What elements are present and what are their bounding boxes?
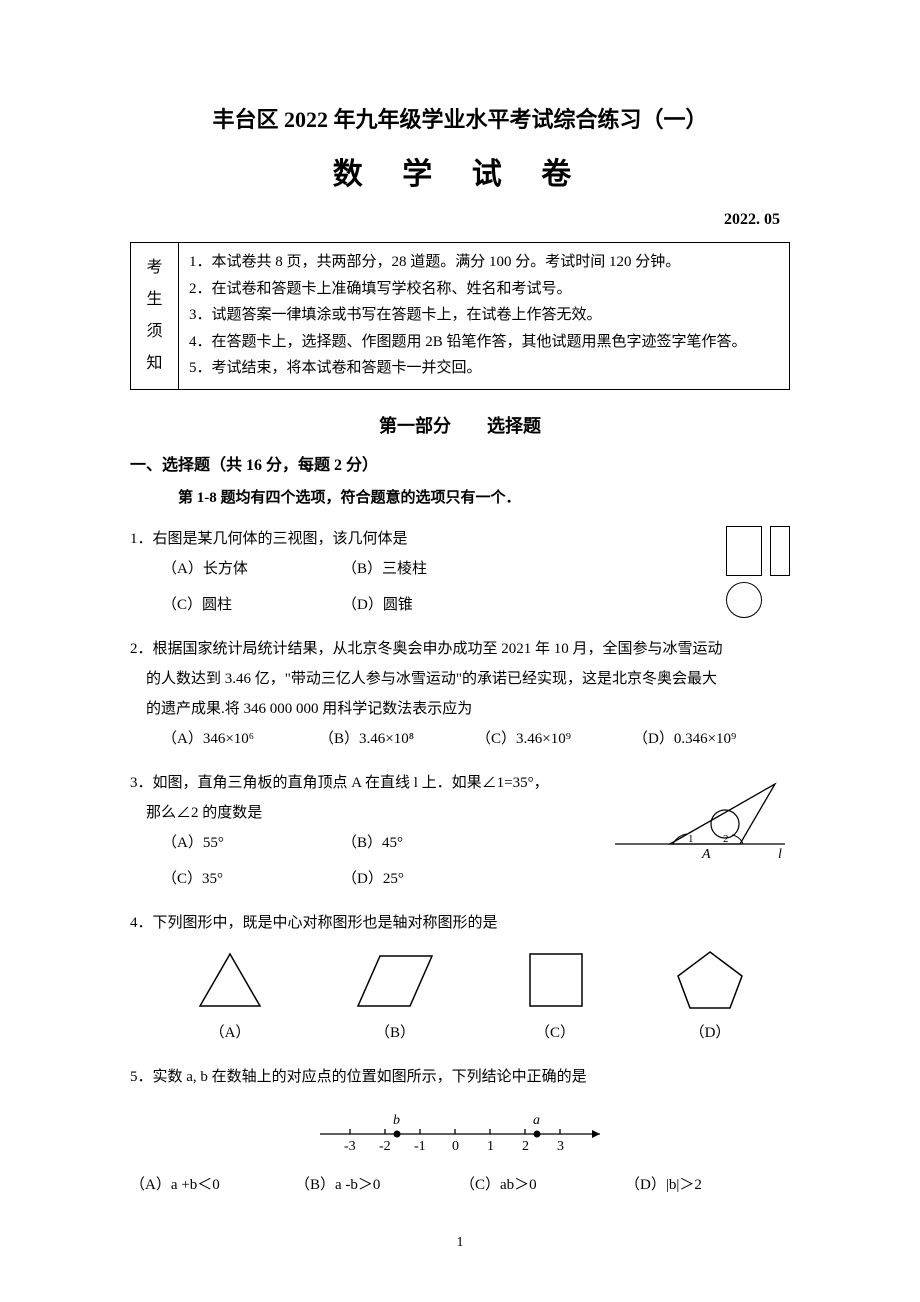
point-a-label: a: [533, 1113, 540, 1128]
question-2: 2．根据国家统计局统计结果，从北京冬奥会申办成功至 2021 年 10 月，全国…: [130, 634, 790, 754]
q1-stem: 1．右图是某几何体的三视图，该几何体是: [130, 524, 706, 554]
angle-1-label: 1: [688, 833, 694, 845]
svg-text:1: 1: [487, 1139, 494, 1154]
notice-char: 生: [146, 284, 162, 316]
q2-option-a: （A）346×10⁶: [162, 724, 319, 754]
rhombus-icon: [350, 948, 440, 1012]
notice-item: 2．在试卷和答题卡上准确填写学校名称、姓名和考试号。: [189, 277, 779, 303]
sub-title: 数 学 试 卷: [130, 148, 790, 202]
q3-option-b: （B）45°: [342, 828, 522, 858]
notice-label: 考 生 须 知: [131, 243, 179, 389]
front-view-icon: [726, 526, 762, 576]
notice-char: 须: [146, 316, 162, 348]
angle-2-label: 2: [723, 833, 729, 845]
main-title: 丰台区 2022 年九年级学业水平考试综合练习（一）: [130, 100, 790, 140]
part1-title: 第一部分 选择题: [130, 410, 790, 442]
q5-option-a: （A）a +b＜0: [130, 1170, 295, 1200]
point-a-label: A: [701, 847, 711, 862]
notice-items: 1．本试卷共 8 页，共两部分，28 道题。满分 100 分。考试时间 120 …: [179, 243, 789, 389]
line-l-label: l: [778, 847, 782, 862]
q2-option-d: （D）0.346×10⁹: [633, 724, 790, 754]
q3-stem2: 那么∠2 的度数是: [146, 798, 610, 828]
q2-stem: 2．根据国家统计局统计结果，从北京冬奥会申办成功至 2021 年 10 月，全国…: [130, 634, 790, 664]
q2-option-c: （C）3.46×10⁹: [476, 724, 633, 754]
svg-text:-3: -3: [344, 1139, 356, 1154]
q1-option-a: （A）长方体: [162, 554, 342, 584]
question-3: 3．如图，直角三角板的直角顶点 A 在直线 l 上．如果∠1=35°， 那么∠2…: [130, 768, 790, 894]
three-views-icon: [706, 524, 790, 618]
triangle-icon: [190, 948, 270, 1012]
q1-option-b: （B）三棱柱: [342, 554, 522, 584]
q3-option-a: （A）55°: [162, 828, 342, 858]
q5-option-c: （C）ab＞0: [460, 1170, 625, 1200]
q3-stem: 3．如图，直角三角板的直角顶点 A 在直线 l 上．如果∠1=35°，: [130, 768, 610, 798]
square-icon: [520, 948, 590, 1012]
q4-stem: 4．下列图形中，既是中心对称图形也是轴对称图形的是: [130, 908, 790, 938]
notice-char: 知: [146, 348, 162, 380]
notice-item: 3．试题答案一律填涂或书写在答题卡上，在试卷上作答无效。: [189, 303, 779, 329]
question-4: 4．下列图形中，既是中心对称图形也是轴对称图形的是 （A） （B） （C） （D…: [130, 908, 790, 1048]
notice-char: 考: [146, 252, 162, 284]
q1-option-c: （C）圆柱: [162, 590, 342, 620]
svg-text:2: 2: [522, 1139, 529, 1154]
q2-option-b: （B）3.46×10⁸: [319, 724, 476, 754]
question-1: 1．右图是某几何体的三视图，该几何体是 （A）长方体 （B）三棱柱 （C）圆柱 …: [130, 524, 790, 620]
notice-box: 考 生 须 知 1．本试卷共 8 页，共两部分，28 道题。满分 100 分。考…: [130, 242, 790, 390]
q5-option-b: （B）a -b＞0: [295, 1170, 460, 1200]
top-view-icon: [726, 582, 762, 618]
point-b-label: b: [393, 1113, 400, 1128]
notice-item: 4．在答题卡上，选择题、作图题用 2B 铅笔作答，其他试题用黑色字迹签字笔作答。: [189, 330, 779, 356]
q4-option-a: （A）: [210, 1018, 251, 1048]
q5-option-d: （D）|b|＞2: [625, 1170, 790, 1200]
q2-stem: 的人数达到 3.46 亿，"带动三亿人参与冰雪运动"的承诺已经实现，这是北京冬奥…: [146, 664, 790, 694]
q1-option-d: （D）圆锥: [342, 590, 522, 620]
section-note: 第 1-8 题均有四个选项，符合题意的选项只有一个．: [178, 485, 790, 512]
q4-option-d: （D）: [690, 1018, 731, 1048]
question-5: 5．实数 a, b 在数轴上的对应点的位置如图所示，下列结论中正确的是 -3 -…: [130, 1062, 790, 1200]
q4-option-c: （C）: [535, 1018, 575, 1048]
side-view-icon: [770, 526, 790, 576]
page-number: 1: [130, 1230, 790, 1255]
notice-item: 1．本试卷共 8 页，共两部分，28 道题。满分 100 分。考试时间 120 …: [189, 250, 779, 276]
q3-option-d: （D）25°: [342, 864, 522, 894]
number-line-icon: -3 -2 -1 0 1 2 3 b a: [130, 1104, 790, 1160]
section-heading: 一、选择题（共 16 分，每题 2 分）: [130, 452, 790, 481]
q3-option-c: （C）35°: [162, 864, 342, 894]
pentagon-icon: [670, 948, 750, 1012]
svg-text:-2: -2: [379, 1139, 391, 1154]
notice-item: 5．考试结束，将本试卷和答题卡一并交回。: [189, 356, 779, 382]
svg-text:3: 3: [557, 1139, 564, 1154]
svg-text:-1: -1: [414, 1139, 426, 1154]
q2-stem: 的遗产成果.将 346 000 000 用科学记数法表示应为: [146, 694, 790, 724]
triangle-ruler-icon: 1 2 A l: [610, 768, 790, 873]
q5-stem: 5．实数 a, b 在数轴上的对应点的位置如图所示，下列结论中正确的是: [130, 1062, 790, 1092]
svg-text:0: 0: [452, 1139, 459, 1154]
q4-option-b: （B）: [375, 1018, 415, 1048]
exam-date: 2022. 05: [130, 206, 790, 235]
